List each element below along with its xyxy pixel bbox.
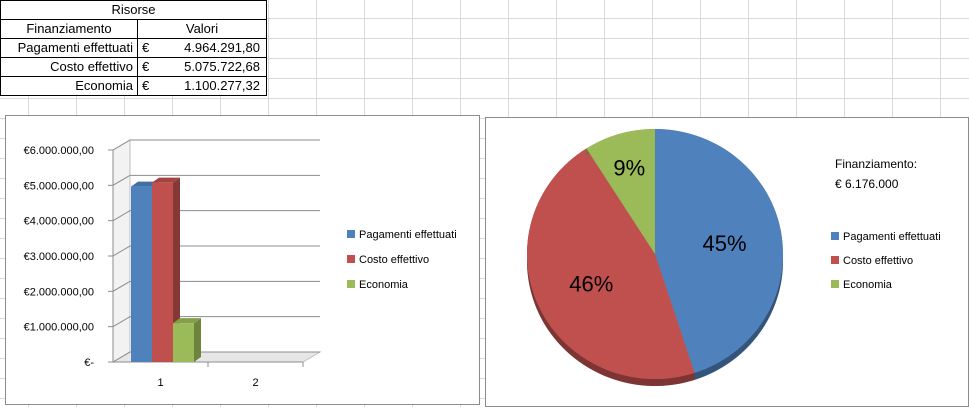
legend-swatch [347, 280, 355, 288]
bar-chart-svg: €- €1.000.000,00 €2.000.000,00 €3.000.000,0… [24, 139, 457, 389]
y-tick-label: €6.000.000,00 [24, 145, 94, 157]
y-tick-label: €2.000.000,00 [24, 286, 94, 298]
gridline [112, 174, 320, 186]
pie-chart-svg: 45% 46% 9% Finanziamento: € 6.176.000 Pagamen… [527, 129, 941, 386]
currency-cell[interactable]: € [137, 57, 162, 77]
y-tick-label: €1.000.000,00 [24, 322, 94, 334]
bar-front [152, 182, 173, 362]
gridline [112, 351, 320, 363]
finanziamento-value: € 6.176.000 [835, 177, 899, 191]
y-tick-label: €5.000.000,00 [24, 180, 94, 192]
bar-front [131, 186, 152, 362]
table-row: Costo effettivo € 5.075.722,68 [0, 57, 267, 77]
row-label[interactable]: Pagamenti effettuati [0, 38, 138, 58]
legend-swatch [831, 256, 839, 264]
legend-label: Pagamenti effettuati [359, 229, 457, 241]
currency-cell[interactable]: € [137, 76, 162, 96]
bar-side [194, 318, 201, 362]
legend-swatch [347, 255, 355, 263]
pie-slice [655, 129, 783, 373]
x-tick-label: 1 [157, 377, 163, 389]
gridline [112, 139, 320, 151]
y-tick-label: €4.000.000,00 [24, 216, 94, 228]
y-tick-label: €3.000.000,00 [24, 251, 94, 263]
pie-chart[interactable]: 45% 46% 9% Finanziamento: € 6.176.000 Pagamen… [485, 117, 969, 407]
legend-label: Economia [843, 279, 893, 291]
legend-label: Pagamenti effettuati [843, 231, 941, 243]
gridline [112, 245, 320, 257]
y-tick-label: €- [84, 357, 94, 369]
legend-label: Economia [359, 279, 409, 291]
legend-swatch [831, 232, 839, 240]
legend-label: Costo effettivo [843, 255, 913, 267]
pie-slice [527, 148, 695, 379]
bar-top [152, 177, 180, 183]
pie-percent-label: 9% [613, 156, 645, 181]
legend-label: Costo effettivo [359, 254, 429, 266]
currency-cell[interactable]: € [137, 38, 162, 58]
pie-percent-label: 46% [569, 271, 613, 296]
bar-side [173, 177, 180, 362]
table-title[interactable]: Risorse [0, 0, 267, 20]
value-cell[interactable]: 1.100.277,32 [162, 76, 267, 96]
bar-top [173, 318, 201, 324]
row-label[interactable]: Economia [0, 76, 138, 96]
data-table: Risorse Finanziamento Valori Pagamenti e… [0, 0, 267, 96]
table-row: Economia € 1.100.277,32 [0, 76, 267, 96]
legend-swatch [831, 280, 839, 288]
pie-slice [586, 129, 655, 254]
gridline [112, 316, 320, 328]
table-row: Pagamenti effettuati € 4.964.291,80 [0, 38, 267, 58]
column-header-valori[interactable]: Valori [137, 19, 267, 39]
legend-swatch [347, 230, 355, 238]
pie-percent-label: 45% [703, 231, 747, 256]
bar-front [173, 323, 194, 362]
value-cell[interactable]: 4.964.291,80 [162, 38, 267, 58]
gridline [112, 210, 320, 222]
column-header-finanziamento[interactable]: Finanziamento [0, 19, 138, 39]
bar-chart[interactable]: €- €1.000.000,00 €2.000.000,00 €3.000.000,0… [5, 115, 480, 405]
finanziamento-label: Finanziamento: [835, 157, 917, 171]
bar [152, 177, 180, 362]
value-cell[interactable]: 5.075.722,68 [162, 57, 267, 77]
row-label[interactable]: Costo effettivo [0, 57, 138, 77]
bar [173, 318, 201, 362]
gridline [112, 280, 320, 292]
x-tick-label: 2 [252, 377, 258, 389]
